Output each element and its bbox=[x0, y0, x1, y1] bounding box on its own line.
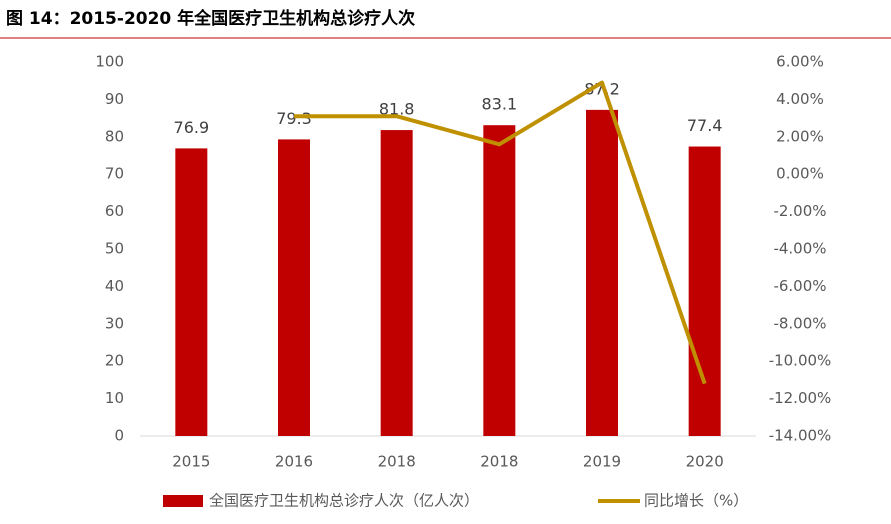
y-tick-label: 100 bbox=[95, 53, 124, 71]
data-label: 83.1 bbox=[482, 95, 518, 114]
bar bbox=[483, 125, 516, 437]
y2-tick-label: -14.00% bbox=[769, 427, 832, 445]
y2-tick-label: -6.00% bbox=[773, 277, 826, 295]
y-tick-label: 20 bbox=[105, 352, 124, 370]
y2-tick-label: -4.00% bbox=[773, 240, 826, 258]
x-tick-label: 2015 bbox=[172, 453, 210, 471]
bar bbox=[278, 139, 310, 436]
y-tick-label: 40 bbox=[105, 277, 124, 295]
data-label: 87.2 bbox=[584, 79, 620, 98]
y-tick-label: 10 bbox=[105, 389, 124, 407]
y-tick-label: 60 bbox=[105, 202, 124, 220]
y2-tick-label: 6.00% bbox=[776, 53, 824, 71]
x-tick-label: 2020 bbox=[686, 453, 724, 471]
legend-label: 同比增长（%） bbox=[644, 492, 748, 510]
y2-tick-label: 4.00% bbox=[776, 90, 824, 108]
y-tick-label: 0 bbox=[114, 427, 124, 445]
y-tick-label: 80 bbox=[105, 127, 124, 145]
legend-label: 全国医疗卫生机构总诊疗人次（亿人次） bbox=[209, 492, 479, 510]
x-tick-label: 2018 bbox=[480, 453, 518, 471]
bar bbox=[586, 109, 618, 436]
y2-tick-label: 2.00% bbox=[776, 127, 824, 145]
y-tick-label: 30 bbox=[105, 314, 124, 332]
y2-tick-label: -2.00% bbox=[773, 202, 826, 220]
bar bbox=[688, 146, 721, 437]
y2-tick-label: 0.00% bbox=[776, 165, 824, 183]
y2-tick-label: -12.00% bbox=[769, 389, 832, 407]
y-tick-label: 70 bbox=[105, 165, 124, 183]
chart-title: 图 14：2015-2020 年全国医疗卫生机构总诊疗人次 bbox=[6, 8, 415, 29]
data-label: 79.3 bbox=[276, 109, 312, 128]
y-tick-label: 90 bbox=[105, 90, 124, 108]
x-tick-label: 2016 bbox=[275, 453, 313, 471]
y2-tick-label: -10.00% bbox=[769, 352, 832, 370]
y2-tick-label: -8.00% bbox=[773, 314, 826, 332]
y-tick-label: 50 bbox=[105, 240, 124, 258]
data-label: 76.9 bbox=[174, 118, 210, 137]
line bbox=[294, 80, 707, 385]
x-tick-label: 2019 bbox=[583, 453, 621, 471]
bar bbox=[380, 130, 413, 436]
data-label: 81.8 bbox=[379, 100, 415, 119]
data-label: 77.4 bbox=[687, 116, 723, 135]
x-tick-label: 2018 bbox=[378, 453, 416, 471]
bar bbox=[175, 148, 208, 437]
legend-swatch bbox=[163, 495, 203, 507]
